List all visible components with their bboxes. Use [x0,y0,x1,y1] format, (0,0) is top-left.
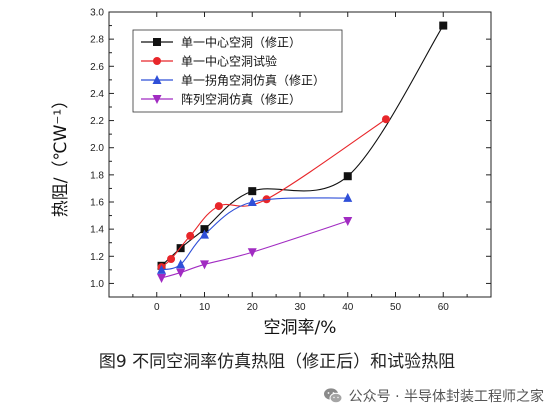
legend-marker [153,57,161,65]
y-axis-title: 热阻/（℃W⁻¹） [51,92,71,217]
legend-marker [153,38,161,46]
data-point [343,172,352,181]
legend-label: 单一中心空洞试验 [181,54,277,69]
y-tick-label: 1.4 [90,225,104,236]
y-tick-label: 2.2 [90,116,104,127]
x-tick-label: 60 [438,302,450,313]
legend-marker [152,95,162,104]
legend-marker [152,75,162,84]
data-point [157,264,167,274]
data-point [200,229,209,239]
data-point [343,217,353,226]
x-tick-label: 40 [342,302,354,313]
data-point [176,259,186,269]
data-point [157,274,167,283]
ticks: 0 10 20 30 40 50 60 1.0 1.2 1.4 1.6 1.8 2.0 2.2 2.4 2.6… [90,8,492,313]
y-tick-label: 2.0 [90,143,104,154]
y-tick-label: 1.8 [90,170,104,181]
x-tick-label: 30 [294,302,306,313]
legend-label: 单一中心空洞（修正） [181,35,301,50]
legend-item-3: 单一拐角空洞仿真（修正） [141,73,325,88]
watermark: 公众号 · 半导体封装工程师之家 [323,386,544,406]
y-tick-label: 2.4 [90,89,104,100]
data-point [176,268,186,278]
x-tick-label: 20 [247,302,259,313]
legend-item-1: 单一中心空洞（修正） [141,35,301,50]
y-tick-label: 3.0 [90,8,104,19]
legend-item-4: 阵列空洞仿真（修正） [141,92,301,107]
legend-box [132,29,343,113]
figure-caption: 图9 不同空洞率仿真热阻（修正后）和试验热阻 [98,352,456,372]
legend-item-2: 单一中心空洞试验 [141,54,277,69]
data-point [248,187,257,196]
data-point [343,192,353,202]
series-4 [157,217,353,283]
data-point [186,231,195,240]
series-3 [157,192,353,274]
data-point [167,255,176,263]
wechat-icon [323,388,343,404]
y-tick-label: 1.2 [90,252,104,263]
series-2 [157,115,390,272]
x-tick-label: 10 [199,302,211,313]
series-layer [157,21,448,283]
data-point [381,115,390,124]
data-point [200,260,209,270]
y-tick-label: 1.0 [90,279,104,290]
data-point [247,248,257,258]
y-tick-label: 1.6 [90,198,104,209]
data-point [439,21,448,30]
x-tick-label: 0 [154,302,160,313]
y-tick-label: 2.6 [90,62,104,73]
y-tick-label: 2.8 [90,35,104,46]
watermark-text: 公众号 · 半导体封装工程师之家 [348,389,544,405]
data-point [214,202,223,211]
chart: 0 10 20 30 40 50 60 1.0 1.2 1.4 1.6 1.8 2.0 2.2 2.4 2.6… [51,8,492,338]
x-tick-label: 50 [390,302,402,313]
data-point [247,197,257,206]
data-point [200,225,209,234]
x-axis-title: 空洞率/% [264,318,337,338]
legend-label: 阵列空洞仿真（修正） [181,92,301,107]
legend-label: 单一拐角空洞仿真（修正） [181,73,325,88]
